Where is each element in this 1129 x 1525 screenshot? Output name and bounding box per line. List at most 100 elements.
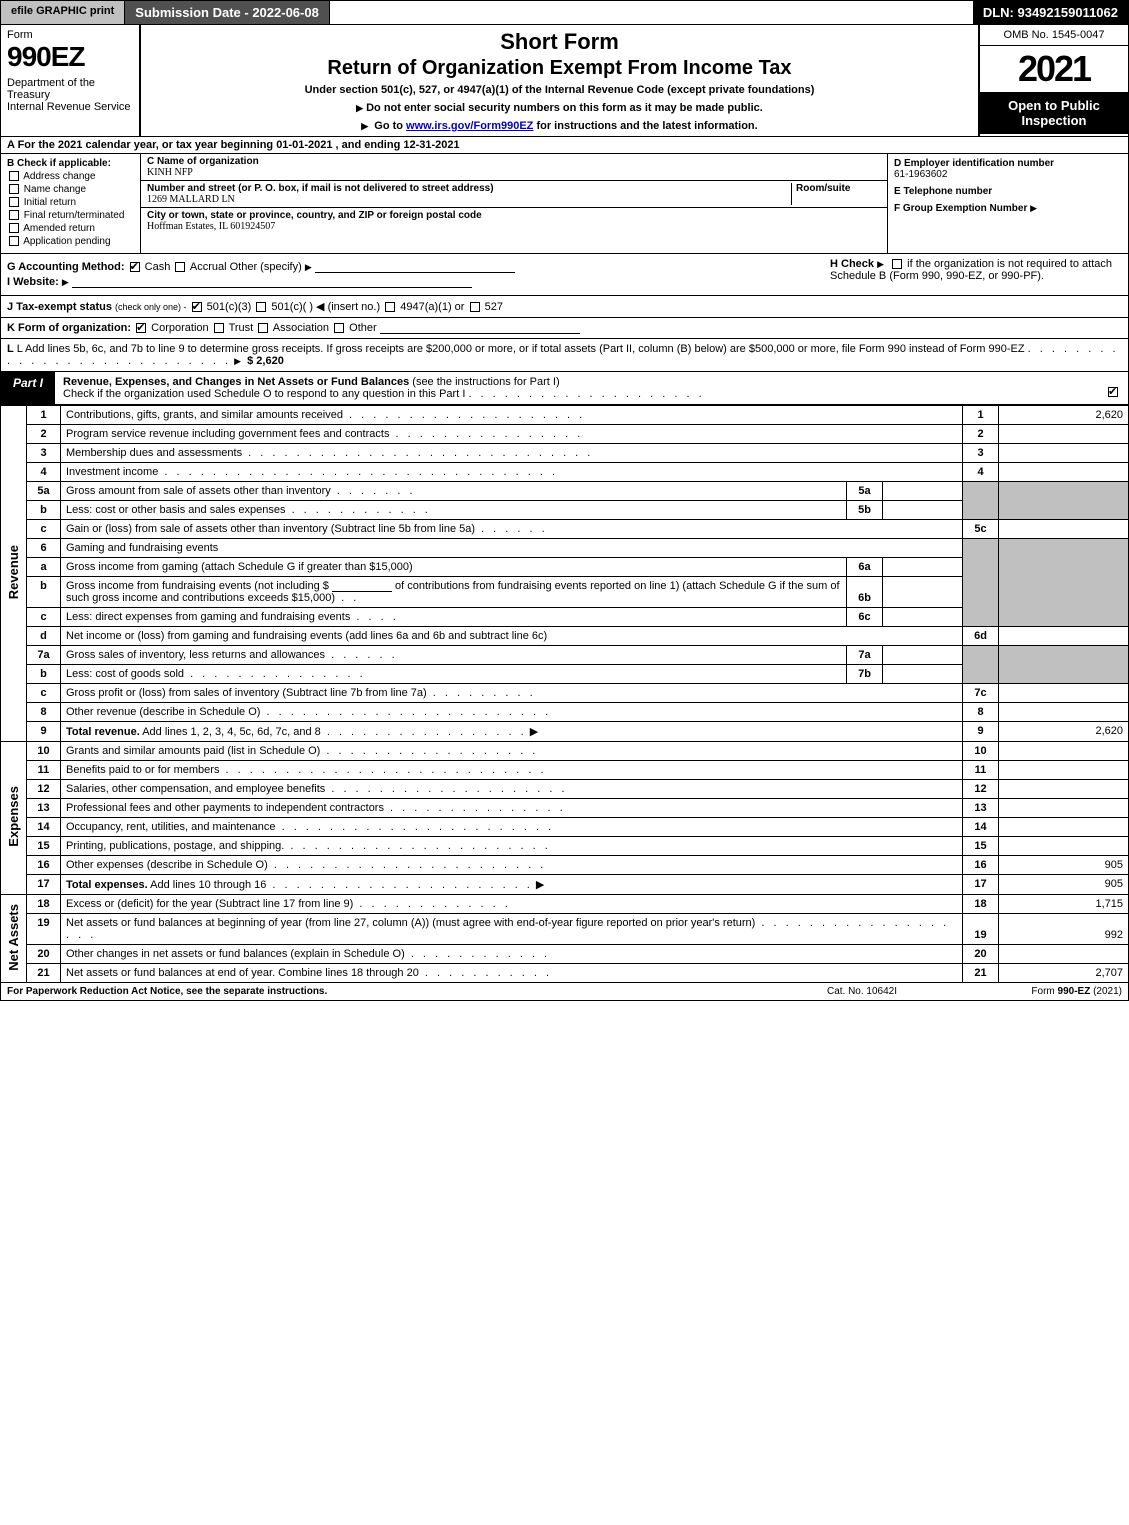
part1-title: Revenue, Expenses, and Changes in Net As… [63, 376, 409, 388]
table-row: 17 Total expenses. Add lines 10 through … [1, 875, 1129, 895]
ein-value: 61-1963602 [894, 169, 947, 180]
table-row: 5a Gross amount from sale of assets othe… [1, 482, 1129, 501]
line-num: 16 [27, 856, 61, 875]
table-row: b Gross income from fundraising events (… [1, 577, 1129, 608]
line-ref: 2 [963, 425, 999, 444]
line-desc: Net assets or fund balances at end of ye… [61, 964, 963, 983]
line-num: 17 [27, 875, 61, 895]
line-ref: 9 [963, 722, 999, 742]
g-accrual-check[interactable] [175, 262, 185, 272]
column-b-checks: B Check if applicable: Address change Na… [1, 154, 141, 253]
group-label: F Group Exemption Number [894, 203, 1027, 214]
submission-date-button[interactable]: Submission Date - 2022-06-08 [125, 1, 330, 24]
check-amended-return[interactable]: Amended return [7, 223, 134, 234]
table-row: 6 Gaming and fundraising events [1, 539, 1129, 558]
sub-amount [883, 482, 963, 501]
line-num: 6 [27, 539, 61, 558]
j-501c-check[interactable] [256, 302, 266, 312]
org-name-label: C Name of organization [147, 156, 259, 167]
line-ref: 5c [963, 520, 999, 539]
line-amount [999, 444, 1129, 463]
line-i: I Website: [7, 276, 822, 288]
form-identity: Form 990EZ Department of the Treasury In… [1, 25, 141, 136]
room-label: Room/suite [796, 183, 850, 194]
line-num: 4 [27, 463, 61, 482]
line-amount: 2,620 [999, 406, 1129, 425]
line-num: 20 [27, 945, 61, 964]
table-row: 14 Occupancy, rent, utilities, and maint… [1, 818, 1129, 837]
check-address-change[interactable]: Address change [7, 171, 134, 182]
sub-ref: 6b [847, 577, 883, 608]
k-other-field[interactable] [380, 322, 580, 334]
sub-amount [883, 501, 963, 520]
check-name-change[interactable]: Name change [7, 184, 134, 195]
table-row: 19 Net assets or fund balances at beginn… [1, 914, 1129, 945]
check-final-return[interactable]: Final return/terminated [7, 210, 134, 221]
public-inspection-badge: Open to Public Inspection [980, 92, 1128, 134]
h-check[interactable] [892, 259, 902, 269]
j-501c3-check[interactable] [192, 302, 202, 312]
line-amount: 905 [999, 875, 1129, 895]
line-num: b [27, 501, 61, 520]
city-value: Hoffman Estates, IL 601924507 [147, 221, 275, 232]
g-label: G Accounting Method: [7, 261, 125, 273]
j-4947-check[interactable] [385, 302, 395, 312]
line-j: J Tax-exempt status (check only one) - 5… [0, 296, 1129, 318]
line-ref: 14 [963, 818, 999, 837]
line-desc: Total revenue. Add lines 1, 2, 3, 4, 5c,… [61, 722, 963, 742]
line-k: K Form of organization: Corporation Trus… [0, 318, 1129, 339]
addr-value: 1269 MALLARD LN [147, 194, 235, 205]
k-other-label: Other [349, 322, 377, 334]
line-num: 2 [27, 425, 61, 444]
line-num: d [27, 627, 61, 646]
org-name-value: KINH NFP [147, 167, 193, 178]
line-amount: 2,707 [999, 964, 1129, 983]
department-label: Department of the Treasury Internal Reve… [7, 77, 133, 113]
k-other-check[interactable] [334, 323, 344, 333]
form-number: 990EZ [7, 41, 133, 73]
line-num: 3 [27, 444, 61, 463]
table-row: 20 Other changes in net assets or fund b… [1, 945, 1129, 964]
shade-cell [999, 482, 1129, 520]
check-application-pending[interactable]: Application pending [7, 236, 134, 247]
line-desc: Other changes in net assets or fund bala… [61, 945, 963, 964]
table-row: b Less: cost of goods sold . . . . . . .… [1, 665, 1129, 684]
k-corp-check[interactable] [136, 323, 146, 333]
line-amount [999, 684, 1129, 703]
ein-label: D Employer identification number [894, 158, 1054, 169]
k-trust-label: Trust [229, 322, 254, 334]
sub-ref: 6a [847, 558, 883, 577]
check-initial-return[interactable]: Initial return [7, 197, 134, 208]
website-field[interactable] [72, 276, 472, 288]
form-meta-right: OMB No. 1545-0047 2021 Open to Public In… [978, 25, 1128, 136]
g-cash-label: Cash [145, 261, 171, 273]
g-other-field[interactable] [315, 261, 515, 273]
line-num: 1 [27, 406, 61, 425]
line-desc: Other revenue (describe in Schedule O) .… [61, 703, 963, 722]
l-text: L Add lines 5b, 6c, and 7b to line 9 to … [17, 343, 1025, 355]
j-label: J Tax-exempt status [7, 301, 112, 313]
line-desc: Gross income from gaming (attach Schedul… [61, 558, 847, 577]
line-num: a [27, 558, 61, 577]
line-ref: 16 [963, 856, 999, 875]
line-desc: Gross amount from sale of assets other t… [61, 482, 847, 501]
k-assoc-check[interactable] [258, 323, 268, 333]
j-527-check[interactable] [470, 302, 480, 312]
org-addr-row: Number and street (or P. O. box, if mail… [141, 181, 887, 208]
irs-link[interactable]: www.irs.gov/Form990EZ [406, 120, 533, 132]
part1-table: Revenue 1 Contributions, gifts, grants, … [0, 405, 1129, 983]
line-desc: Printing, publications, postage, and shi… [61, 837, 963, 856]
efile-button[interactable]: efile GRAPHIC print [1, 1, 125, 24]
line-amount [999, 703, 1129, 722]
table-row: c Gain or (loss) from sale of assets oth… [1, 520, 1129, 539]
line-ref: 11 [963, 761, 999, 780]
form-ref: Form 990-EZ (2021) [962, 986, 1122, 997]
part1-schedule-o-check[interactable] [1098, 372, 1128, 404]
table-row: a Gross income from gaming (attach Sched… [1, 558, 1129, 577]
g-cash-check[interactable] [130, 262, 140, 272]
line-num: 18 [27, 895, 61, 914]
form-header: Form 990EZ Department of the Treasury In… [0, 25, 1129, 137]
k-trust-check[interactable] [214, 323, 224, 333]
sub-ref: 5b [847, 501, 883, 520]
line-amount [999, 520, 1129, 539]
